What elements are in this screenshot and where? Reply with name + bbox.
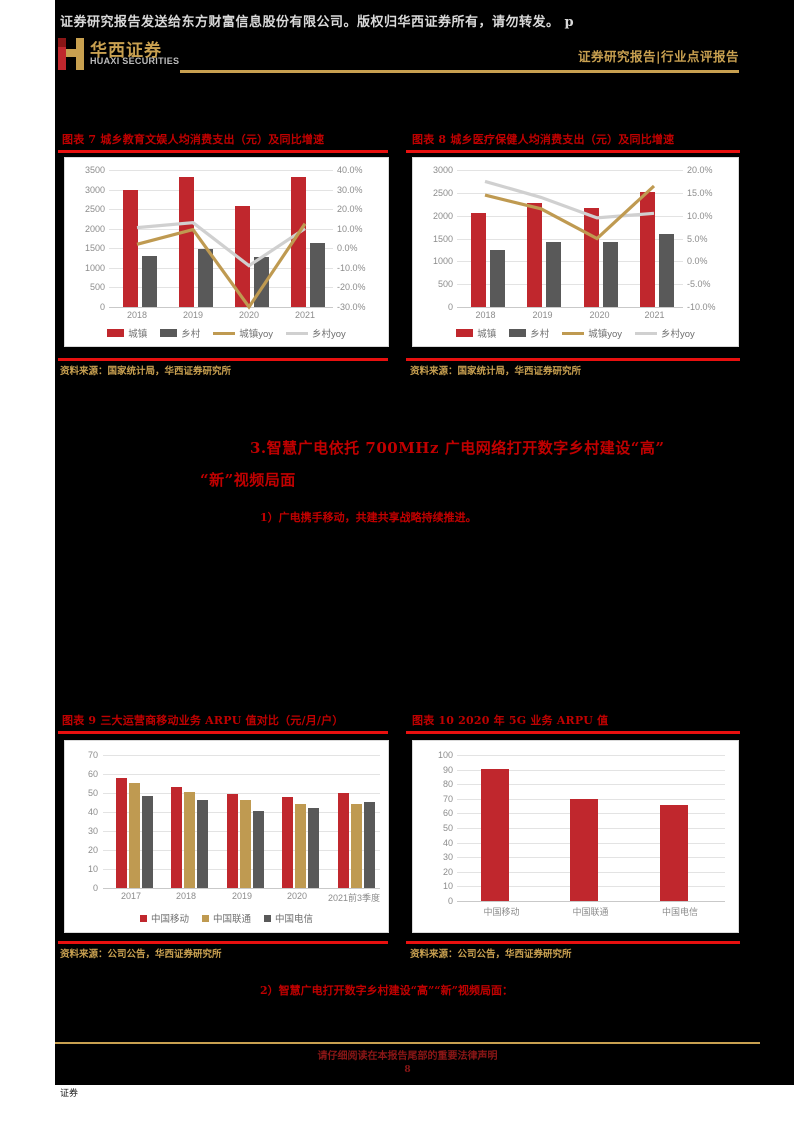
figure-7-line-overlay bbox=[136, 221, 307, 310]
figure-8-plot bbox=[457, 170, 683, 308]
section-heading-line-2: “新”视频局面 bbox=[200, 471, 296, 489]
figure-9-source: 资料来源：公司公告，华西证券研究所 bbox=[60, 949, 222, 960]
bar-city-2021 bbox=[640, 191, 655, 307]
logo-chinese-name: 华西证券 bbox=[90, 41, 162, 61]
figure-10-card: 100 90 80 70 60 50 40 30 20 10 0 中国移动 中国… bbox=[412, 740, 739, 933]
legend-item-china-telecom: 中国电信 bbox=[264, 911, 313, 925]
watermark-text: 证券研究报告发送给东方财富信息股份有限公司。版权归华西证券所有，请勿转发。 p bbox=[60, 15, 575, 30]
figure-7-rule bbox=[58, 150, 388, 153]
bar-telecom-2021q3 bbox=[364, 801, 375, 888]
figure-10-bottom-rule bbox=[406, 941, 740, 944]
bar-city-2020 bbox=[235, 206, 250, 307]
legend-item-city-yoy: 城镇yoy bbox=[213, 326, 273, 340]
legend-item-city-yoy: 城镇yoy bbox=[562, 326, 622, 340]
bar-cmcc-2017 bbox=[116, 777, 127, 888]
figure-10-title: 图表 10 2020 年 5G 业务 ARPU 值 bbox=[412, 714, 609, 727]
figure-8-source: 资料来源：国家统计局，华西证券研究所 bbox=[410, 366, 582, 377]
logo-english-name: HUAXI SECURITIES bbox=[90, 56, 180, 66]
figure-8-title: 图表 8 城乡医疗保健人均消费支出（元）及同比增速 bbox=[412, 133, 675, 146]
legend-item-rural-yoy: 乡村yoy bbox=[286, 326, 346, 340]
bar-rural-2018 bbox=[142, 256, 157, 307]
footer-divider bbox=[55, 1042, 760, 1044]
bar-city-2019 bbox=[179, 176, 194, 307]
company-logo: 华西证券 HUAXI SECURITIES bbox=[58, 36, 208, 76]
header-divider bbox=[180, 70, 739, 73]
bar-unicom-2021q3 bbox=[351, 803, 362, 888]
line-rural-yoy bbox=[484, 179, 655, 220]
bar-cmcc-2019 bbox=[227, 794, 238, 888]
figure-7-source: 资料来源：国家统计局，华西证券研究所 bbox=[60, 366, 232, 377]
bar-unicom-2019 bbox=[240, 800, 251, 888]
bar-rural-2020 bbox=[603, 242, 618, 307]
bar-china-telecom bbox=[660, 804, 688, 901]
bar-city-2018 bbox=[471, 213, 486, 307]
bar-city-2018 bbox=[123, 190, 138, 307]
figure-8-bottom-rule bbox=[406, 358, 740, 361]
figure-7-bottom-rule bbox=[58, 358, 388, 361]
bar-china-unicom bbox=[570, 798, 598, 901]
figure-7-title: 图表 7 城乡教育文娱人均消费支出（元）及同比增速 bbox=[62, 133, 325, 146]
figure-7-legend: 城镇 乡村 城镇yoy 乡村yoy bbox=[65, 326, 388, 340]
figure-10-rule bbox=[406, 731, 740, 734]
bar-cmcc-2018 bbox=[171, 786, 182, 888]
bar-rural-2018 bbox=[490, 249, 505, 307]
figure-8-line-overlay bbox=[484, 179, 656, 241]
legend-item-rural-yoy: 乡村yoy bbox=[635, 326, 695, 340]
figure-8-legend: 城镇 乡村 城镇yoy 乡村yoy bbox=[413, 326, 738, 340]
figure-9-plot bbox=[103, 755, 380, 889]
figure-8-card: 3000 2500 2000 1500 1000 500 0 20.0% 15.… bbox=[412, 157, 739, 347]
figure-8-rule bbox=[406, 150, 740, 153]
figure-7-card: 3500 3000 2500 2000 1500 1000 500 0 40.0… bbox=[64, 157, 389, 347]
figure-10-source: 资料来源：公司公告，华西证券研究所 bbox=[410, 949, 572, 960]
legend-item-china-mobile: 中国移动 bbox=[139, 911, 189, 925]
bar-unicom-2020 bbox=[295, 803, 306, 888]
bar-china-mobile bbox=[481, 768, 509, 901]
figure-9-legend: 中国移动 中国联通 中国电信 bbox=[65, 911, 388, 925]
figure-9-bottom-rule bbox=[58, 941, 388, 944]
figure-9-card: 70 60 50 40 30 20 10 0 2017 2018 2019 20… bbox=[64, 740, 389, 933]
line-city-yoy bbox=[136, 222, 307, 310]
figure-7-plot bbox=[109, 170, 333, 310]
bar-unicom-2018 bbox=[184, 791, 195, 888]
bar-telecom-2018 bbox=[197, 800, 208, 888]
legend-item-city: 城镇 bbox=[456, 326, 496, 340]
legend-item-city: 城镇 bbox=[107, 326, 147, 340]
bar-rural-2019 bbox=[198, 249, 213, 307]
bar-unicom-2017 bbox=[129, 783, 140, 888]
section-heading-line-1: 3.智慧广电依托 700MHz 广电网络打开数字乡村建设“高” bbox=[250, 439, 665, 457]
bar-telecom-2019 bbox=[253, 810, 264, 888]
figure-9-title: 图表 9 三大运营商移动业务 ARPU 值对比（元/月/户） bbox=[62, 714, 344, 727]
line-rural-yoy bbox=[136, 221, 306, 268]
page-number: 8 bbox=[404, 1065, 411, 1075]
figure-10-plot bbox=[457, 755, 725, 902]
bar-cmcc-2020 bbox=[282, 797, 293, 888]
bar-city-2019 bbox=[527, 202, 542, 307]
legend-item-china-unicom: 中国联通 bbox=[201, 911, 251, 925]
bar-telecom-2020 bbox=[308, 808, 319, 888]
huaxi-logo-icon bbox=[58, 38, 84, 70]
sub-heading-2: 2）智慧广电打开数字乡村建设“高”“新”视频局面： bbox=[260, 984, 513, 997]
header-report-type: 证券研究报告|行业点评报告 bbox=[577, 49, 739, 64]
bar-rural-2021 bbox=[310, 242, 325, 307]
corner-mark: 证券 bbox=[60, 1088, 79, 1098]
bar-city-2021 bbox=[291, 177, 306, 307]
bar-telecom-2017 bbox=[142, 796, 153, 888]
sub-heading-1: 1）广电携手移动，共建共享战略持续推进。 bbox=[260, 511, 477, 524]
bar-rural-2019 bbox=[546, 242, 561, 307]
legend-item-rural: 乡村 bbox=[509, 326, 549, 340]
bar-rural-2021 bbox=[659, 234, 674, 307]
legend-item-rural: 乡村 bbox=[160, 326, 200, 340]
bar-cmcc-2021q3 bbox=[338, 792, 349, 888]
footer-legal-notice: 请仔细阅读在本报告尾部的重要法律声明 bbox=[317, 1051, 498, 1062]
line-city-yoy bbox=[484, 184, 656, 241]
figure-9-rule bbox=[58, 731, 388, 734]
